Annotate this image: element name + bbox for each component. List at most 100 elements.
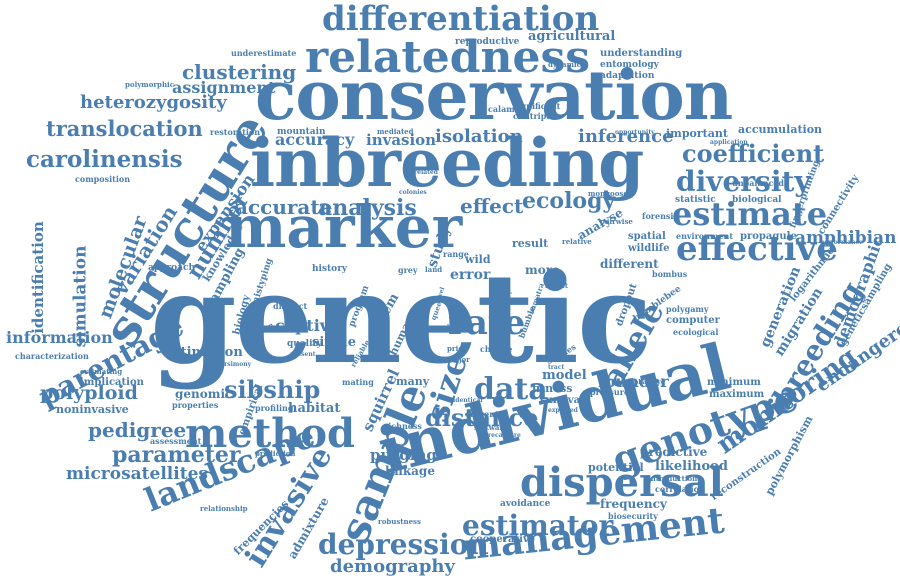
word-forensic: forensic xyxy=(642,211,679,221)
word-founder: founder xyxy=(598,372,669,391)
word-relative: relative xyxy=(562,237,592,246)
word-bombus: bombus xyxy=(652,269,688,279)
word-cooperative: cooperative xyxy=(470,534,536,545)
word-accuracy: accuracy xyxy=(275,130,355,149)
word-wildlife: wildlife xyxy=(628,243,670,254)
word-colonies: colonies xyxy=(399,189,427,196)
word-performance: performance xyxy=(820,239,863,246)
word-opportunity: opportunity xyxy=(615,129,655,136)
word-noninvasive: noninvasive xyxy=(56,403,129,416)
word-tract: tract xyxy=(548,364,565,371)
word-polyploid: polyploid xyxy=(40,382,138,404)
word-pairwise: pairwise xyxy=(600,217,633,226)
word-land: land xyxy=(425,265,443,274)
word-estimation: estimation xyxy=(165,345,243,360)
word-statistic: statistic xyxy=(675,195,716,205)
word-understanding: understanding xyxy=(600,48,683,59)
word-ecology: ecology xyxy=(522,188,616,214)
word-genetic: genetic xyxy=(150,247,653,392)
word-different: different xyxy=(600,257,659,271)
word-forest: forest xyxy=(545,281,568,290)
word-method: method xyxy=(185,410,355,457)
word-culitripes: culitripes xyxy=(513,111,556,121)
word-recapture: recapture xyxy=(488,432,521,439)
word-spatial: spatial xyxy=(628,231,666,242)
word-entomology: entomology xyxy=(600,60,659,70)
word-biological: biological xyxy=(732,195,782,205)
word-tiger: tiger xyxy=(490,289,512,299)
word-related: related xyxy=(414,169,438,176)
word-assessment: assessment xyxy=(150,436,202,446)
word-unbalanced: unbalanced xyxy=(732,178,785,188)
word-analysis: analysis xyxy=(318,195,417,221)
word-composition: composition xyxy=(75,174,131,184)
word-adaptation: adaptation xyxy=(600,71,655,81)
word-relatedness: relatedness xyxy=(305,32,591,83)
word-accurate: accurate xyxy=(235,195,333,219)
word-effect: effect xyxy=(460,194,524,218)
word-assignment: assignment xyxy=(172,78,276,97)
word-reproductive: reproductive xyxy=(455,37,520,47)
word-estimate: estimate xyxy=(672,195,828,233)
word-polygamy: polygamy xyxy=(666,304,709,314)
word-present: present xyxy=(290,351,316,358)
word-mountain: mountain xyxy=(277,127,326,137)
word-rate: rate xyxy=(448,303,526,343)
word-fitness: fitness xyxy=(532,382,573,395)
word-likelihood: likelihood xyxy=(655,459,728,474)
word-estimator: estimator xyxy=(462,509,614,542)
word-depression: depression xyxy=(318,528,489,561)
word-application: application xyxy=(710,139,748,146)
word-single: single xyxy=(312,335,357,350)
word-restoration: restoration xyxy=(210,127,261,137)
word-range: range xyxy=(443,249,469,259)
word-wild: wild xyxy=(465,253,491,266)
word-captive: captive xyxy=(275,316,340,335)
word-mongoose: mongoose xyxy=(588,189,628,198)
word-major: major xyxy=(447,355,470,364)
word-implication: implication xyxy=(80,377,144,388)
word-conservation: conservation xyxy=(255,56,733,136)
word-profiling: profiling xyxy=(255,403,294,413)
word-marker: marker xyxy=(225,193,463,261)
word-properties: properties xyxy=(172,400,219,410)
word-sibship: sibship xyxy=(224,375,321,404)
word-frequency: frequency xyxy=(600,497,667,511)
word-microsatellites: microsatellites xyxy=(66,464,208,484)
word-robustness: robustness xyxy=(378,517,421,526)
word-ecological: ecological xyxy=(673,327,719,337)
word-relationship: relationship xyxy=(200,504,248,513)
word-predictive: predictive xyxy=(640,445,708,459)
word-pressure: pressure xyxy=(590,387,630,397)
word-propagule: propagule xyxy=(740,231,797,242)
word-software: software xyxy=(474,423,508,432)
word-parsimony: parsimony xyxy=(216,361,252,368)
word-underestimate: underestimate xyxy=(231,48,297,58)
word-amphibian: amphibian xyxy=(795,228,897,248)
word-survival: survival xyxy=(540,395,584,406)
word-heterozygosity: heterozygosity xyxy=(80,92,227,113)
word-identical: identical xyxy=(453,397,483,404)
word-agricultural: agricultural xyxy=(528,29,616,44)
word-grey: grey xyxy=(398,265,418,275)
word-isolation: isolation xyxy=(435,126,523,147)
word-bold: bold xyxy=(447,324,462,331)
word-minimum: minimum xyxy=(707,377,761,388)
word-accumulation: accumulation xyxy=(738,123,823,136)
word-biosecurity: biosecurity xyxy=(608,511,658,521)
word-prediction: prediction xyxy=(255,449,296,458)
word-genomic: genomic xyxy=(175,387,233,401)
word-result: result xyxy=(512,237,549,250)
word-potential: potential xyxy=(588,461,644,474)
word-expected: expected xyxy=(548,407,578,414)
word-habitat: habitat xyxy=(288,401,341,416)
word-error: error xyxy=(450,267,491,283)
word-prior: prior xyxy=(447,344,467,353)
word-effective: effective xyxy=(676,229,838,269)
word-dynamic: dynamic xyxy=(548,60,581,69)
word-current: current xyxy=(465,409,499,419)
word-avoidance: avoidance xyxy=(500,499,551,509)
word-environment: environment xyxy=(676,231,734,241)
word-inbreeding: inbreeding xyxy=(250,124,644,202)
word-richness: richness xyxy=(384,421,422,431)
